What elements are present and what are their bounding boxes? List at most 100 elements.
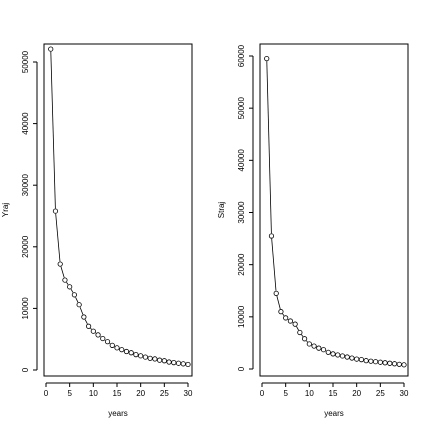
data-point xyxy=(114,345,120,351)
data-point xyxy=(387,360,393,366)
data-point xyxy=(297,329,303,336)
x-tick-label: 10 xyxy=(305,389,314,398)
x-tick-label: 20 xyxy=(352,389,361,398)
data-point xyxy=(166,359,172,365)
x-axis-title: years xyxy=(108,409,128,418)
x-tick-label: 5 xyxy=(283,389,288,398)
series-line-segment xyxy=(70,288,74,293)
data-point xyxy=(161,358,167,364)
data-point xyxy=(264,56,270,62)
x-axis-title: years xyxy=(324,409,344,418)
data-point xyxy=(119,347,125,353)
data-point xyxy=(354,356,360,362)
y-tick-label: 20000 xyxy=(237,253,246,276)
series-line-segment xyxy=(301,334,304,337)
series-line-segment xyxy=(306,340,308,343)
data-point xyxy=(95,332,101,338)
data-point xyxy=(273,290,279,296)
series-line-segment xyxy=(266,61,272,234)
data-point xyxy=(157,357,163,363)
series-line-segment xyxy=(276,295,281,310)
data-point xyxy=(363,358,369,364)
data-point xyxy=(278,309,284,315)
data-point xyxy=(349,355,355,361)
y-axis-title: Straj xyxy=(217,202,226,219)
data-point xyxy=(128,350,134,356)
series-line-segment xyxy=(271,238,277,291)
series-line-segment xyxy=(50,51,56,209)
data-point xyxy=(283,315,289,321)
data-point xyxy=(268,233,275,239)
data-point xyxy=(185,361,191,368)
y-tick-label: 10000 xyxy=(237,305,246,328)
series-line-segment xyxy=(90,327,92,330)
y-tick-label: 60000 xyxy=(237,44,246,67)
series-line-segment xyxy=(282,313,285,316)
data-point xyxy=(377,359,383,365)
series-line-segment xyxy=(60,266,65,278)
y-tick-label: 40000 xyxy=(21,112,30,135)
data-point xyxy=(391,361,398,367)
x-tick-label: 5 xyxy=(67,389,72,398)
series-line-segment xyxy=(55,213,61,262)
data-point xyxy=(401,362,407,368)
data-point xyxy=(301,336,308,342)
x-tick-label: 30 xyxy=(184,389,193,398)
plot-frame xyxy=(43,43,193,377)
data-point xyxy=(311,343,317,349)
data-point xyxy=(109,342,115,348)
data-point xyxy=(339,353,346,359)
data-point xyxy=(287,318,293,324)
data-point xyxy=(57,261,63,267)
data-point xyxy=(81,314,87,320)
data-point xyxy=(330,351,336,357)
x-tick-label: 10 xyxy=(89,389,98,398)
series-line-segment xyxy=(84,319,88,325)
x-tick-label: 15 xyxy=(113,389,122,398)
series-line-segment xyxy=(296,326,299,331)
data-point xyxy=(62,277,68,283)
plot-frame xyxy=(259,43,409,377)
x-tick-label: 20 xyxy=(136,389,145,398)
data-point xyxy=(320,347,327,353)
data-point xyxy=(372,359,379,365)
y-tick-label: 20000 xyxy=(21,235,30,258)
y-axis-title: Yraj xyxy=(1,203,10,217)
data-point xyxy=(316,345,322,351)
data-point xyxy=(396,361,402,367)
data-point xyxy=(335,352,341,358)
y-tick-label: 0 xyxy=(237,366,246,371)
data-point xyxy=(152,356,158,362)
data-point xyxy=(142,354,148,360)
data-point xyxy=(358,357,364,363)
y-tick-label: 40000 xyxy=(237,149,246,172)
y-tick-label: 30000 xyxy=(237,201,246,224)
data-point xyxy=(67,284,73,290)
data-point xyxy=(292,321,298,327)
panel-straj: 0 5 10 15 20 25 30 0 10000 20000 30000 40000 50000 60… xyxy=(217,43,409,418)
data-point xyxy=(368,358,374,364)
data-point xyxy=(171,360,177,366)
data-point xyxy=(147,355,153,361)
data-point xyxy=(48,46,54,52)
x-tick-label: 25 xyxy=(376,389,385,398)
y-tick-label: 10000 xyxy=(21,297,30,320)
y-tick-label: 0 xyxy=(21,367,30,372)
panel-yraj: 0 5 10 15 20 25 30 0 10000 20000 30000 40000 50000 ye… xyxy=(1,43,193,418)
x-tick-label: 0 xyxy=(260,389,265,398)
data-point xyxy=(52,208,59,214)
data-point xyxy=(86,323,92,329)
series-line-segment xyxy=(79,307,84,315)
data-point xyxy=(71,292,78,298)
x-tick-label: 25 xyxy=(160,389,169,398)
data-point xyxy=(100,335,106,342)
y-tick-label: 50000 xyxy=(237,96,246,119)
data-point xyxy=(382,360,388,366)
data-point xyxy=(90,328,96,334)
data-point xyxy=(76,302,82,308)
data-point xyxy=(175,360,182,366)
series-line-segment xyxy=(75,297,79,303)
y-tick-label: 50000 xyxy=(21,50,30,73)
data-point xyxy=(104,339,111,345)
